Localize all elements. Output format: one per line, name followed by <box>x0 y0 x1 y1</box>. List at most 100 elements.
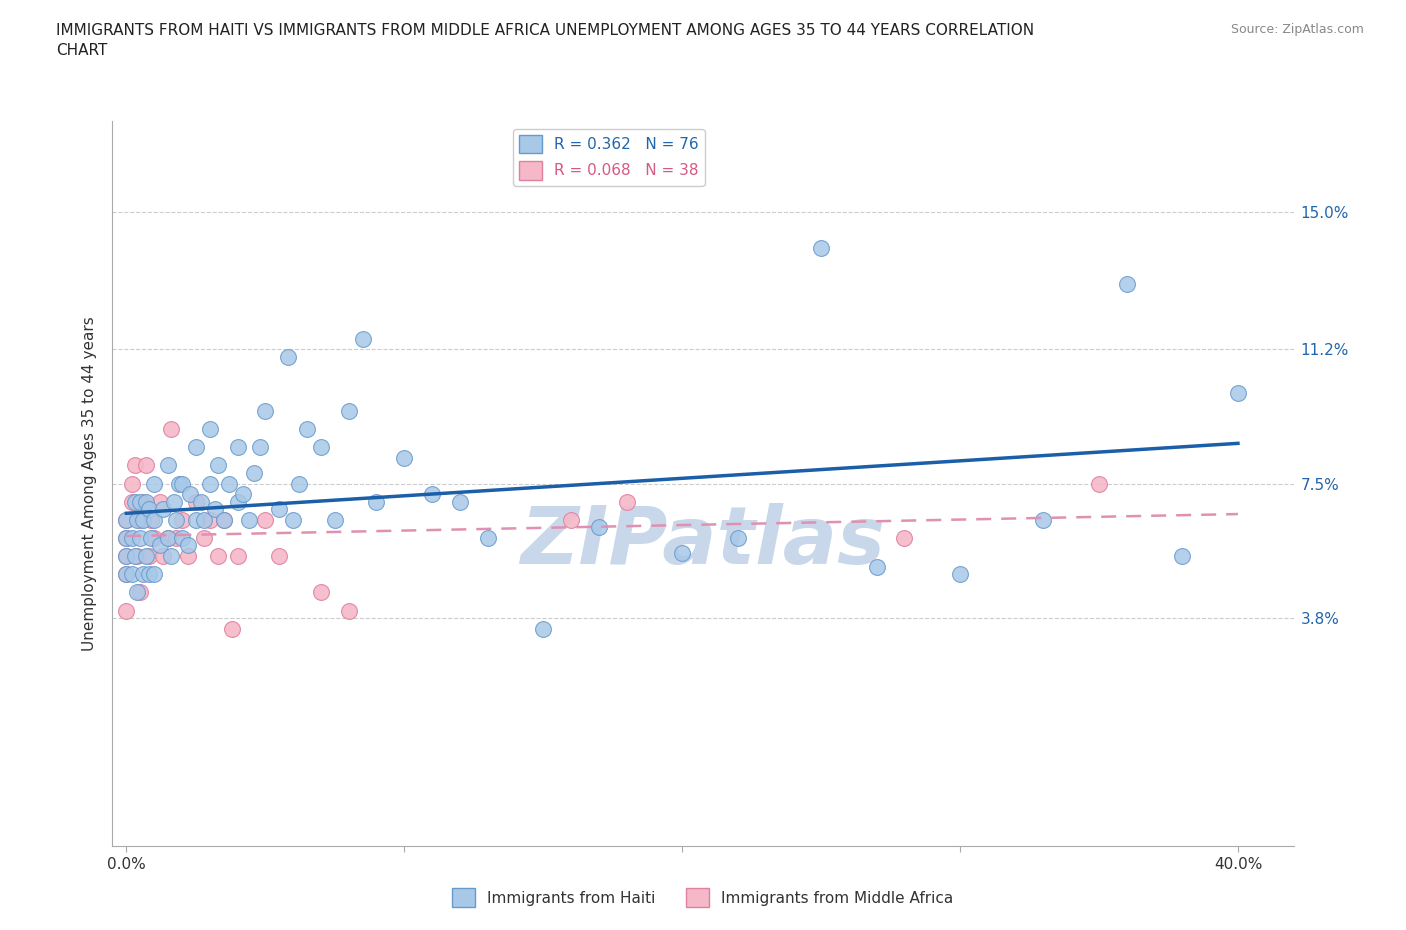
Point <box>157 458 180 473</box>
Point <box>893 530 915 545</box>
Point <box>129 585 152 600</box>
Point <box>121 476 143 491</box>
Point <box>167 476 190 491</box>
Point <box>115 512 138 527</box>
Point <box>162 495 184 510</box>
Point <box>1115 277 1137 292</box>
Point <box>143 512 166 527</box>
Point <box>207 458 229 473</box>
Text: Source: ZipAtlas.com: Source: ZipAtlas.com <box>1230 23 1364 36</box>
Point <box>143 476 166 491</box>
Point <box>124 495 146 510</box>
Point <box>323 512 346 527</box>
Point <box>352 331 374 346</box>
Point <box>115 530 138 545</box>
Point <box>1088 476 1111 491</box>
Point <box>337 604 360 618</box>
Point <box>198 512 221 527</box>
Point <box>143 530 166 545</box>
Point <box>269 549 291 564</box>
Point <box>866 560 889 575</box>
Point <box>254 512 277 527</box>
Point <box>135 495 157 510</box>
Point <box>115 604 138 618</box>
Point <box>193 530 215 545</box>
Point <box>127 549 149 564</box>
Point <box>157 530 180 545</box>
Point <box>449 495 471 510</box>
Point <box>287 476 309 491</box>
Point <box>727 530 749 545</box>
Point <box>124 549 146 564</box>
Point <box>152 549 174 564</box>
Point <box>179 487 201 502</box>
Point <box>1032 512 1054 527</box>
Point <box>138 549 160 564</box>
Point <box>115 549 138 564</box>
Point <box>249 440 271 455</box>
Point <box>132 567 155 582</box>
Text: ZIPatlas: ZIPatlas <box>520 502 886 580</box>
Text: IMMIGRANTS FROM HAITI VS IMMIGRANTS FROM MIDDLE AFRICA UNEMPLOYMENT AMONG AGES 3: IMMIGRANTS FROM HAITI VS IMMIGRANTS FROM… <box>56 23 1035 58</box>
Point <box>281 512 304 527</box>
Point <box>184 440 207 455</box>
Point <box>176 549 198 564</box>
Point <box>204 501 226 516</box>
Point <box>190 495 212 510</box>
Legend: R = 0.362   N = 76, R = 0.068   N = 38: R = 0.362 N = 76, R = 0.068 N = 38 <box>513 128 704 186</box>
Point <box>121 530 143 545</box>
Point <box>477 530 499 545</box>
Point <box>366 495 388 510</box>
Point <box>165 530 187 545</box>
Point <box>226 440 249 455</box>
Point <box>588 520 610 535</box>
Y-axis label: Unemployment Among Ages 35 to 44 years: Unemployment Among Ages 35 to 44 years <box>82 316 97 651</box>
Point <box>184 512 207 527</box>
Point <box>143 567 166 582</box>
Point <box>138 567 160 582</box>
Point <box>115 567 138 582</box>
Point <box>149 495 172 510</box>
Point <box>243 465 266 480</box>
Point <box>193 512 215 527</box>
Point <box>127 585 149 600</box>
Point <box>277 350 299 365</box>
Point <box>132 512 155 527</box>
Point <box>212 512 235 527</box>
Point <box>420 487 443 502</box>
Point <box>132 495 155 510</box>
Point <box>121 567 143 582</box>
Point <box>221 621 243 636</box>
Point <box>152 501 174 516</box>
Point <box>238 512 260 527</box>
Point <box>560 512 582 527</box>
Point <box>254 404 277 418</box>
Point <box>115 549 138 564</box>
Point <box>232 487 254 502</box>
Point <box>309 585 332 600</box>
Point <box>127 512 149 527</box>
Point <box>165 512 187 527</box>
Point <box>170 476 193 491</box>
Point <box>124 458 146 473</box>
Point <box>149 538 172 552</box>
Point <box>176 538 198 552</box>
Point <box>269 501 291 516</box>
Point <box>129 512 152 527</box>
Point <box>212 512 235 527</box>
Point <box>1171 549 1194 564</box>
Point <box>121 495 143 510</box>
Point <box>160 422 183 437</box>
Point <box>198 422 221 437</box>
Point <box>160 549 183 564</box>
Point <box>198 476 221 491</box>
Point <box>184 495 207 510</box>
Point <box>1226 386 1249 401</box>
Point <box>394 451 416 466</box>
Point <box>810 241 832 256</box>
Point <box>157 530 180 545</box>
Point <box>295 422 318 437</box>
Point <box>129 530 152 545</box>
Point <box>129 495 152 510</box>
Point <box>170 530 193 545</box>
